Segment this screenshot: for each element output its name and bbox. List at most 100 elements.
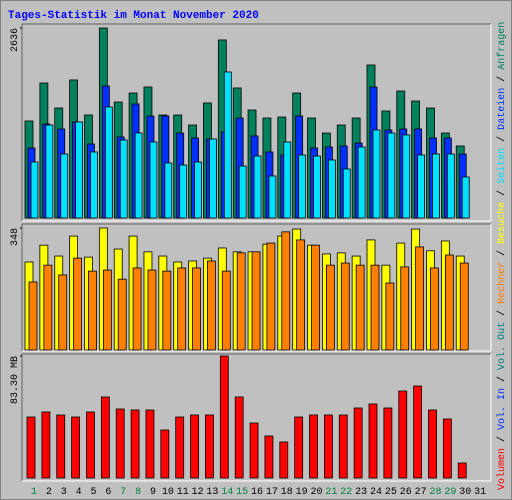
bar (430, 267, 439, 351)
y-tick-label: 2636 (10, 28, 21, 52)
bar (325, 264, 335, 351)
bar (223, 71, 232, 219)
bar (461, 176, 470, 219)
bar (338, 414, 348, 479)
x-tick-label: 4 (76, 487, 82, 498)
bar (45, 124, 54, 219)
x-tick-label: 12 (192, 487, 204, 498)
bar (383, 407, 393, 479)
bar (342, 168, 351, 219)
bar (236, 252, 246, 351)
bar (194, 161, 202, 219)
x-tick-label: 9 (150, 487, 156, 498)
bar (385, 282, 395, 351)
legend-entry: Vol. In (496, 388, 508, 430)
bar (100, 396, 110, 479)
bar (327, 159, 336, 219)
chart-title: Tages-Statistik im Monat November 2020 (8, 10, 259, 22)
bar (147, 269, 157, 351)
bar (387, 132, 396, 219)
bar (457, 462, 467, 479)
bar (298, 154, 307, 219)
bar (86, 411, 95, 479)
bar (400, 266, 410, 351)
x-tick-label: 21 (325, 487, 337, 498)
legend-separator: / (496, 436, 508, 442)
x-tick-label: 8 (135, 487, 141, 498)
bar (41, 411, 51, 479)
bar (442, 418, 452, 479)
x-tick-label: 31 (474, 487, 486, 498)
x-tick-label: 27 (415, 487, 427, 498)
bar (313, 155, 321, 219)
legend-entry: Besuche (496, 202, 508, 244)
bar (28, 281, 38, 351)
bar (444, 254, 454, 351)
x-tick-label: 7 (120, 487, 126, 498)
bar (294, 416, 304, 479)
bar (249, 422, 259, 479)
x-tick-label: 24 (370, 487, 382, 498)
bar (221, 270, 231, 351)
x-tick-label: 13 (206, 487, 218, 498)
x-tick-label: 1 (31, 487, 37, 498)
legend-separator: / (496, 250, 508, 256)
bar (238, 165, 247, 219)
bar (353, 407, 363, 479)
x-tick-label: 10 (162, 487, 174, 498)
bar (370, 264, 380, 351)
bar (56, 414, 66, 479)
bar (73, 257, 83, 351)
bar (446, 153, 455, 219)
bar (296, 239, 306, 351)
bar (145, 409, 155, 479)
x-tick-label: 17 (266, 487, 278, 498)
bar (417, 154, 426, 219)
bar (160, 429, 170, 479)
bar (88, 270, 97, 351)
x-tick-label: 16 (251, 487, 263, 498)
bar (26, 416, 36, 479)
bar (207, 260, 216, 351)
bar (415, 246, 425, 351)
bar (309, 414, 318, 479)
bar (115, 408, 125, 479)
x-tick-label: 19 (296, 487, 308, 498)
bar (117, 278, 127, 351)
bar (164, 162, 173, 219)
bar (323, 414, 333, 479)
bar (234, 396, 244, 479)
legend-entry: Anfragen (496, 22, 508, 70)
bar (75, 121, 84, 219)
x-tick-label: 14 (221, 487, 233, 498)
bar (60, 153, 69, 219)
x-tick-label: 15 (236, 487, 248, 498)
bar (279, 441, 289, 479)
bar (132, 267, 142, 351)
bar (281, 231, 291, 351)
bar (219, 355, 229, 479)
bar (175, 416, 185, 479)
legend-separator: / (496, 76, 508, 82)
bar (432, 153, 440, 219)
bar (268, 175, 277, 219)
x-tick-label: 30 (459, 487, 471, 498)
bar (459, 262, 469, 351)
legend-separator: / (496, 310, 508, 316)
bar (149, 141, 158, 219)
x-tick-label: 29 (444, 487, 456, 498)
legend-entry: Dateien (496, 88, 508, 130)
bar (58, 274, 68, 351)
x-tick-label: 25 (385, 487, 397, 498)
x-tick-label: 3 (61, 487, 67, 498)
x-tick-label: 28 (429, 487, 441, 498)
bar (402, 134, 411, 219)
bar (130, 409, 140, 479)
x-tick-label: 23 (355, 487, 367, 498)
x-tick-label: 22 (340, 487, 352, 498)
bar (311, 244, 320, 351)
legend: Volumen / Vol. In / Vol. Out / Rechner / Besuche… (496, 22, 508, 490)
y-tick-label: 348 (10, 228, 21, 246)
